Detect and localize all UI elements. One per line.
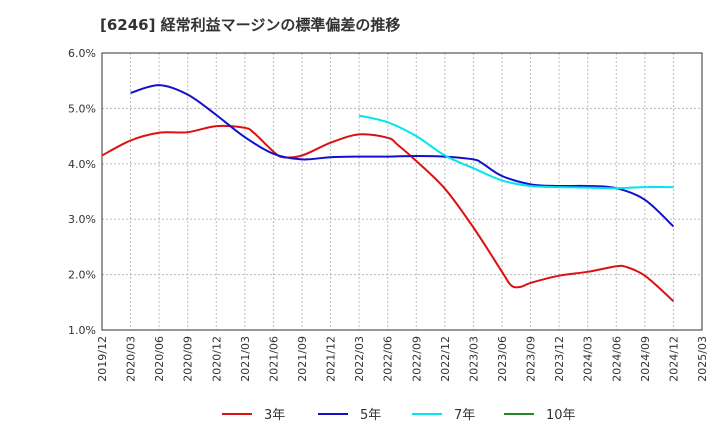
legend-label-3: 7年 (454, 408, 475, 423)
x-tick-label: 2021/03 (239, 336, 252, 382)
x-tick-label: 2023/09 (525, 336, 538, 382)
x-tick-label: 2020/09 (182, 336, 195, 382)
x-tick-label: 2020/12 (210, 336, 223, 382)
grid-lines (102, 53, 702, 330)
x-tick-label: 2022/03 (353, 336, 366, 382)
x-tick-label: 2020/06 (153, 336, 166, 382)
x-tick-label: 2023/12 (553, 336, 566, 382)
legend-label-4: 10年 (546, 408, 576, 423)
x-tick-label: 2020/03 (125, 336, 138, 382)
plot-area (101, 52, 703, 331)
legend: 3年 5年 7年 10年 (222, 408, 576, 423)
x-tick-label: 2022/09 (410, 336, 423, 382)
x-tick-label: 2025/03 (696, 336, 709, 382)
y-tick-label: 5.0% (68, 102, 96, 115)
series-group (101, 84, 675, 302)
legend-label-1: 3年 (264, 408, 285, 423)
series-line-2 (130, 84, 675, 228)
x-tick-label: 2024/03 (582, 336, 595, 382)
x-tick-label: 2019/12 (96, 336, 109, 382)
x-tick-label: 2024/09 (639, 336, 652, 382)
y-tick-label: 4.0% (68, 158, 96, 171)
y-tick-label: 2.0% (68, 269, 96, 282)
x-tick-label: 2022/06 (382, 336, 395, 382)
x-tick-label: 2024/12 (667, 336, 680, 382)
y-tick-label: 3.0% (68, 213, 96, 226)
x-tick-label: 2022/12 (439, 336, 452, 382)
x-tick-label: 2023/03 (467, 336, 480, 382)
x-axis: 2019/12 2020/03 2020/06 2020/09 2020/12 2021/… (96, 336, 709, 382)
series-line-1 (101, 124, 675, 302)
y-axis: 1.0% 2.0% 3.0% 4.0% 5.0% 6.0% (68, 47, 96, 337)
series-line-3 (358, 114, 674, 190)
y-tick-label: 1.0% (68, 324, 96, 337)
chart-title: [6246] 経常利益マージンの標準偏差の推移 (100, 16, 400, 34)
x-tick-label: 2023/06 (496, 336, 509, 382)
x-tick-label: 2024/06 (610, 336, 623, 382)
y-tick-label: 6.0% (68, 47, 96, 60)
x-tick-label: 2021/12 (325, 336, 338, 382)
legend-label-2: 5年 (360, 408, 381, 423)
x-tick-label: 2021/06 (267, 336, 280, 382)
x-tick-label: 2021/09 (296, 336, 309, 382)
